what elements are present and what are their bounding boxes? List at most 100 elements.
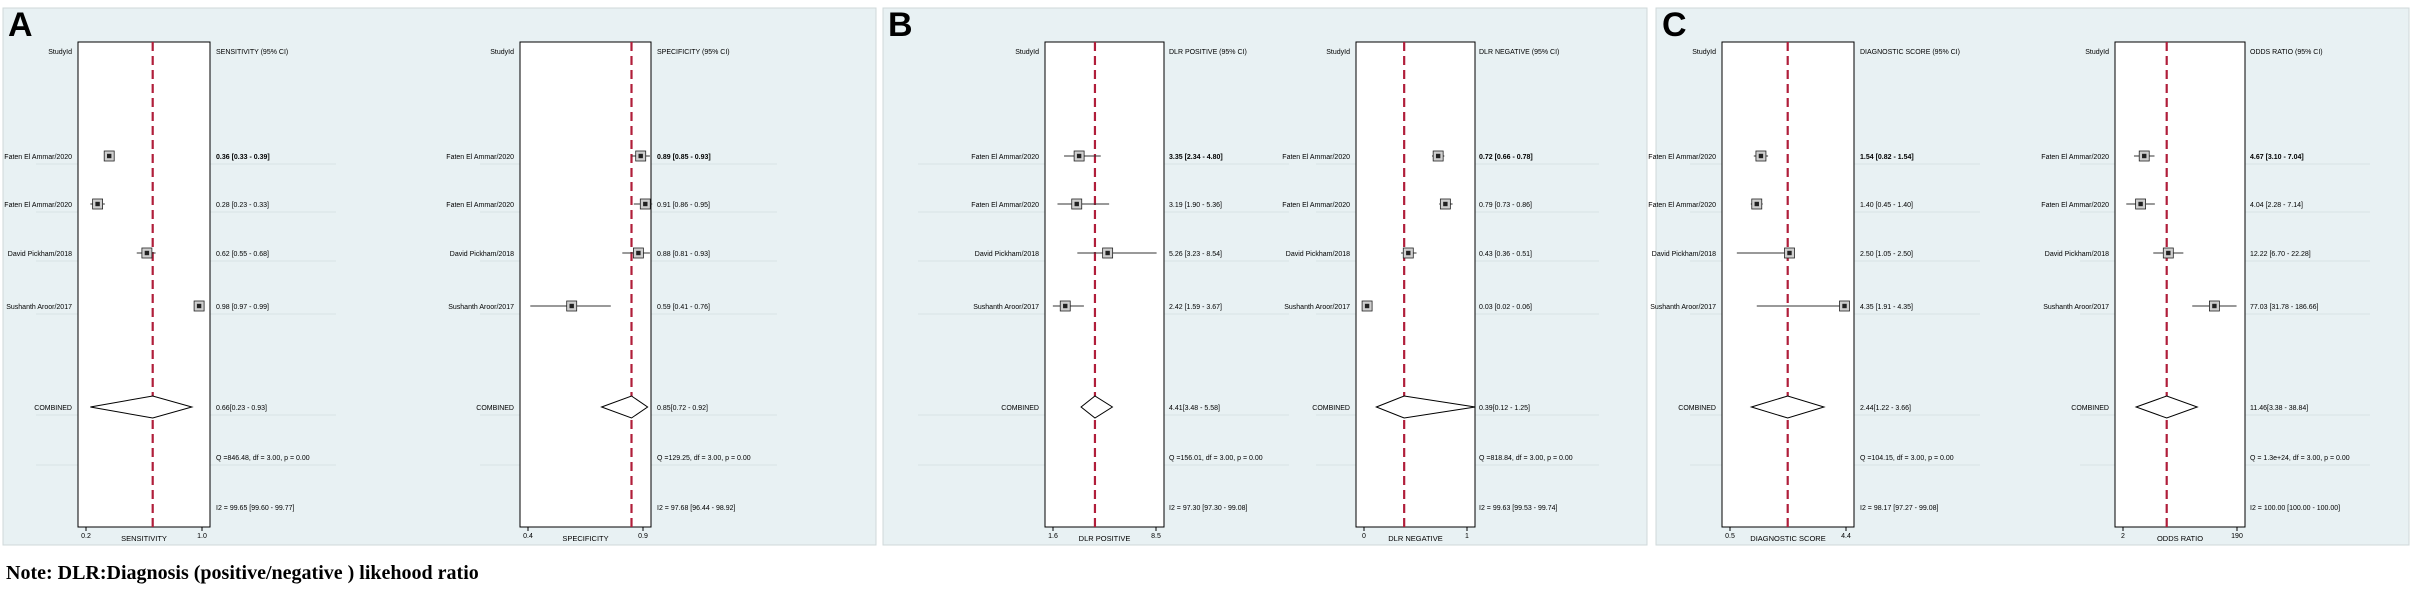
combined-estimate-diamond xyxy=(1749,395,1826,419)
study-estimate-label: 0.89 [0.85 - 0.93] xyxy=(657,154,711,161)
heterogeneity-q: Q = 1.3e+24, df = 3.00, p = 0.00 xyxy=(2250,455,2350,462)
study-estimate-point xyxy=(643,201,648,207)
study-estimate-label: 1.54 [0.82 - 1.54] xyxy=(1860,154,1914,161)
combined-estimate-diamond xyxy=(1375,395,1476,419)
heterogeneity-i2: I2 = 99.63 [99.53 - 99.74] xyxy=(1479,505,1557,512)
study-label: David Pickham/2018 xyxy=(1652,251,1716,258)
x-tick-label: 0.2 xyxy=(81,533,91,540)
x-tick-label: 2 xyxy=(2121,533,2125,540)
panel-a: A StudyId SENSITIVITY (95% CI) Faten El Amm… xyxy=(2,6,877,546)
figure-note: Note: DLR:Diagnosis (positive/negative )… xyxy=(6,562,479,584)
study-label: Sushanth Aroor/2017 xyxy=(973,304,1039,311)
study-estimate-label: 3.19 [1.90 - 5.36] xyxy=(1169,202,1222,209)
study-label: David Pickham/2018 xyxy=(8,251,72,258)
study-estimate-label: 0.79 [0.73 - 0.86] xyxy=(1479,202,1532,209)
study-estimate-label: 0.03 [0.02 - 0.06] xyxy=(1479,304,1532,311)
plot-area xyxy=(519,41,652,528)
study-estimate-label: 77.03 [31.78 - 186.66] xyxy=(2250,304,2319,311)
study-estimate-point xyxy=(1842,303,1847,309)
panel-letter: B xyxy=(888,6,913,44)
study-estimate-label: 4.04 [2.28 - 7.14] xyxy=(2250,202,2303,209)
estimate-column-header: SENSITIVITY (95% CI) xyxy=(216,49,288,56)
study-estimate-point xyxy=(2166,250,2171,256)
study-estimate-point xyxy=(1758,153,1764,159)
study-label: Faten El Ammar/2020 xyxy=(1282,202,1350,209)
panel-background xyxy=(882,7,1648,546)
study-estimate-point xyxy=(196,303,202,309)
combined-estimate-diamond xyxy=(600,395,649,419)
study-label: Faten El Ammar/2020 xyxy=(971,202,1039,209)
study-label: Faten El Ammar/2020 xyxy=(4,202,72,209)
combined-label: COMBINED xyxy=(1001,405,1039,412)
combined-estimate-label: 2.44[1.22 - 3.66] xyxy=(1860,405,1911,412)
study-column-header: StudyId xyxy=(490,49,514,56)
combined-label: COMBINED xyxy=(2071,405,2109,412)
x-tick-label: 1 xyxy=(1465,533,1469,540)
study-estimate-label: 0.62 [0.55 - 0.68] xyxy=(216,251,269,258)
x-tick-label: 1.0 xyxy=(197,533,207,540)
heterogeneity-q: Q =818.84, df = 3.00, p = 0.00 xyxy=(1479,455,1573,462)
estimate-column-header: DLR NEGATIVE (95% CI) xyxy=(1479,49,1559,56)
study-estimate-label: 0.36 [0.33 - 0.39] xyxy=(216,154,270,161)
study-estimate-label: 2.50 [1.05 - 2.50] xyxy=(1860,251,1913,258)
study-label: David Pickham/2018 xyxy=(975,251,1039,258)
study-estimate-label: 1.40 [0.45 - 1.40] xyxy=(1860,202,1913,209)
study-estimate-point xyxy=(1787,250,1792,256)
panel-letter: C xyxy=(1662,6,1687,44)
study-estimate-point xyxy=(1076,153,1082,159)
combined-label: COMBINED xyxy=(1678,405,1716,412)
study-estimate-point xyxy=(1435,153,1441,159)
combined-label: COMBINED xyxy=(34,405,72,412)
x-tick-label: 0.5 xyxy=(1725,533,1735,540)
forest-plot: StudyId SPECIFICITY (95% CI) Faten El Amma… xyxy=(446,41,777,543)
study-estimate-point xyxy=(1074,201,1079,207)
study-label: Faten El Ammar/2020 xyxy=(1648,202,1716,209)
forest-plot: StudyId ODDS RATIO (95% CI) Faten El Ammar… xyxy=(2041,41,2370,543)
study-label: Faten El Ammar/2020 xyxy=(446,154,514,161)
study-label: Faten El Ammar/2020 xyxy=(2041,154,2109,161)
x-tick-label: 0 xyxy=(1362,533,1366,540)
study-estimate-point xyxy=(107,153,112,159)
study-label: Sushanth Aroor/2017 xyxy=(1650,304,1716,311)
study-column-header: StudyId xyxy=(48,49,72,56)
study-label: Faten El Ammar/2020 xyxy=(971,154,1039,161)
estimate-column-header: DLR POSITIVE (95% CI) xyxy=(1169,49,1247,56)
study-estimate-point xyxy=(569,303,574,309)
study-estimate-point xyxy=(1105,250,1110,256)
study-estimate-point xyxy=(1754,201,1759,207)
combined-label: COMBINED xyxy=(1312,405,1350,412)
study-label: Faten El Ammar/2020 xyxy=(2041,202,2109,209)
study-label: David Pickham/2018 xyxy=(450,251,514,258)
combined-estimate-label: 0.39[0.12 - 1.25] xyxy=(1479,405,1530,412)
study-label: Sushanth Aroor/2017 xyxy=(2043,304,2109,311)
plot-area xyxy=(2114,41,2246,528)
panel-letter: A xyxy=(8,6,33,44)
combined-label: COMBINED xyxy=(476,405,514,412)
heterogeneity-i2: I2 = 98.17 [97.27 - 99.08] xyxy=(1860,505,1938,512)
study-estimate-label: 12.22 [6.70 - 22.28] xyxy=(2250,251,2311,258)
estimate-column-header: DIAGNOSTIC SCORE (95% CI) xyxy=(1860,49,1960,56)
study-column-header: StudyId xyxy=(2085,49,2109,56)
study-label: Sushanth Aroor/2017 xyxy=(6,304,72,311)
study-estimate-point xyxy=(2138,201,2143,207)
heterogeneity-q: Q =846.48, df = 3.00, p = 0.00 xyxy=(216,455,310,462)
x-tick-label: 0.9 xyxy=(638,533,648,540)
heterogeneity-q: Q =104.15, df = 3.00, p = 0.00 xyxy=(1860,455,1954,462)
study-estimate-label: 5.26 [3.23 - 8.54] xyxy=(1169,251,1222,258)
x-axis-label: DLR POSITIVE xyxy=(1079,534,1131,543)
study-label: Sushanth Aroor/2017 xyxy=(1284,304,1350,311)
study-estimate-label: 0.98 [0.97 - 0.99] xyxy=(216,304,269,311)
combined-estimate-diamond xyxy=(90,395,194,419)
heterogeneity-i2: I2 = 97.68 [96.44 - 98.92] xyxy=(657,505,735,512)
study-estimate-point xyxy=(2212,303,2217,309)
study-label: David Pickham/2018 xyxy=(2045,251,2109,258)
study-label: Faten El Ammar/2020 xyxy=(446,202,514,209)
combined-estimate-label: 4.41[3.48 - 5.58] xyxy=(1169,405,1220,412)
study-estimate-point xyxy=(1063,303,1068,309)
study-label: Sushanth Aroor/2017 xyxy=(448,304,514,311)
study-label: Faten El Ammar/2020 xyxy=(4,154,72,161)
study-column-header: StudyId xyxy=(1692,49,1716,56)
study-estimate-point xyxy=(2142,153,2147,159)
